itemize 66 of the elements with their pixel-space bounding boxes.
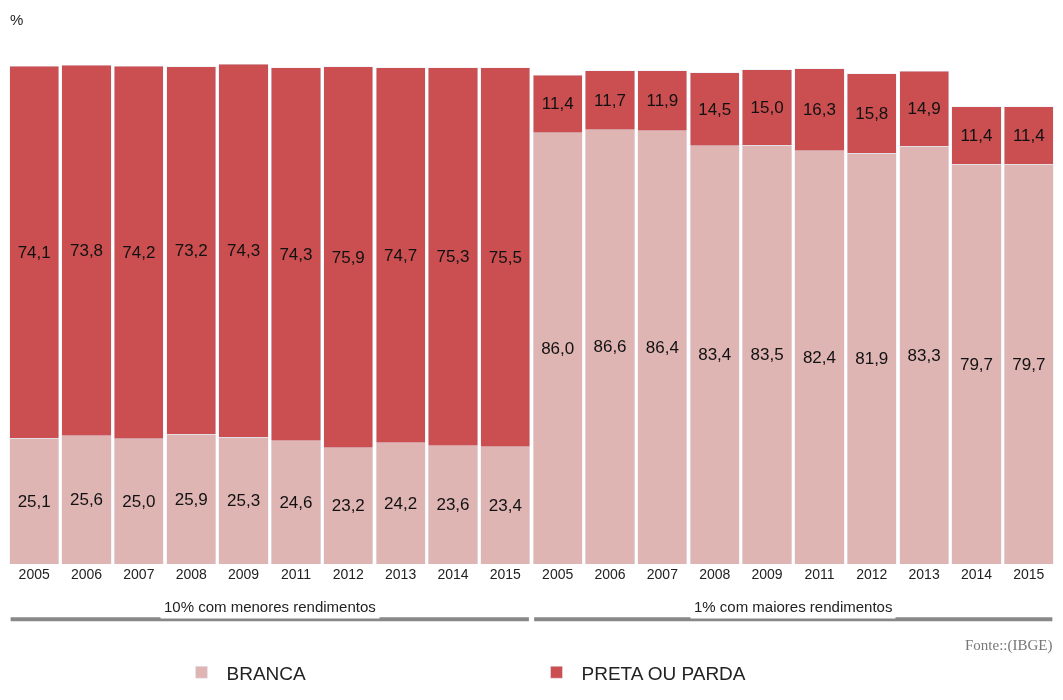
data-label: 23,6 <box>436 495 470 515</box>
x-tick-label: 2014 <box>960 566 993 582</box>
x-tick-label: 2011 <box>804 566 835 582</box>
data-label: 74,7 <box>384 245 418 265</box>
data-label: 24,2 <box>384 493 418 513</box>
data-label: 23,4 <box>488 495 522 515</box>
x-tick-label: 2008 <box>699 566 731 582</box>
data-label: 23,2 <box>331 496 365 516</box>
x-tick-label: 2013 <box>385 566 417 582</box>
data-label: 86,4 <box>645 337 679 357</box>
data-label: 74,3 <box>227 241 261 261</box>
data-label: 11,7 <box>594 90 626 110</box>
data-label: 75,5 <box>488 247 522 267</box>
data-label: 82,4 <box>802 347 836 367</box>
data-label: 11,9 <box>646 91 679 111</box>
data-label: 25,9 <box>174 489 208 509</box>
data-label: 25,0 <box>122 491 156 511</box>
data-label: 83,4 <box>698 345 732 365</box>
x-tick-label: 2007 <box>646 566 679 582</box>
x-tick-label: 2007 <box>123 566 155 582</box>
data-label: 86,0 <box>541 338 575 358</box>
x-tick-label: 2012 <box>856 566 888 582</box>
text: 10% com menores rendimentos <box>164 598 376 615</box>
text: 1% com maiores rendimentos <box>694 598 893 615</box>
data-label: 73,2 <box>174 240 208 260</box>
data-label: 86,6 <box>593 337 627 357</box>
data-label: 25,3 <box>227 491 261 511</box>
legend-label: BRANCA <box>226 662 307 684</box>
source-note: Fonte::(IBGE) <box>965 637 1053 654</box>
y-axis-title: % <box>10 11 24 28</box>
data-label: 74,2 <box>122 242 156 262</box>
x-tick-label: 2008 <box>175 566 208 582</box>
data-label: 83,3 <box>907 345 941 365</box>
x-tick-label: 2014 <box>437 566 469 582</box>
data-label: 25,6 <box>69 490 104 510</box>
x-tick-label: 2005 <box>18 566 50 582</box>
x-tick-label: 2012 <box>332 566 365 582</box>
data-label: 75,9 <box>331 247 365 267</box>
data-label: 81,9 <box>855 349 889 369</box>
data-label: 15,8 <box>855 103 889 123</box>
data-label: 14,9 <box>907 99 941 119</box>
data-label: 79,7 <box>959 354 994 374</box>
data-label: 25,1 <box>17 491 51 511</box>
data-label: 79,7 <box>1012 354 1046 374</box>
x-tick-label: 2011 <box>280 566 312 582</box>
x-tick-label: 2013 <box>908 566 940 582</box>
data-label: 16,3 <box>802 100 836 120</box>
x-tick-label: 2006 <box>70 566 103 582</box>
data-label: 15,0 <box>750 97 784 117</box>
x-tick-label: 2009 <box>228 566 260 582</box>
data-label: 74,3 <box>279 244 313 264</box>
data-label: 75,3 <box>436 247 470 267</box>
data-label: 14,5 <box>698 99 732 119</box>
legend-label: PRETA OU PARDA <box>581 662 746 684</box>
data-label: 11,4 <box>1012 126 1045 146</box>
x-tick-label: 2006 <box>594 566 626 582</box>
data-label: 83,5 <box>750 345 784 365</box>
x-tick-label: 2009 <box>751 566 783 582</box>
data-label: 73,8 <box>69 240 104 260</box>
data-label: 11,4 <box>960 126 993 146</box>
x-tick-label: 2015 <box>489 566 522 582</box>
x-tick-label: 2005 <box>542 566 574 582</box>
data-label: 74,1 <box>17 242 51 262</box>
data-label: 11,4 <box>541 94 574 114</box>
x-tick-label: 2015 <box>1013 566 1045 582</box>
data-label: 24,6 <box>279 492 313 512</box>
